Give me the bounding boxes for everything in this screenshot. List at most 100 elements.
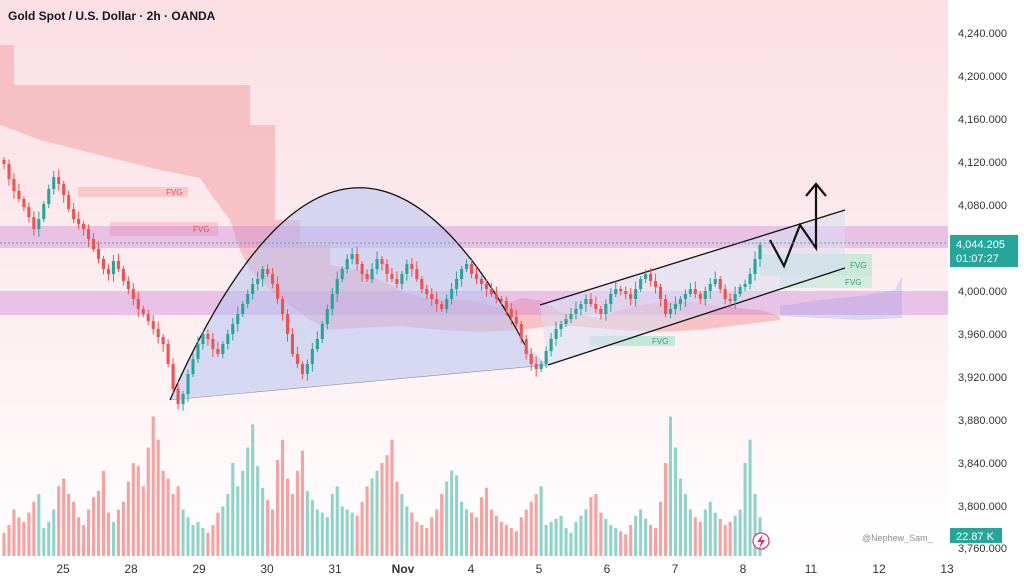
candle-body — [758, 245, 762, 259]
candle-body — [72, 209, 76, 219]
volume-bar — [559, 515, 563, 556]
candle-body — [385, 264, 389, 274]
volume-bar — [295, 470, 299, 556]
candle-body — [639, 279, 643, 289]
volume-bar — [489, 509, 493, 556]
candle-body — [445, 299, 449, 309]
candle-body — [226, 334, 230, 344]
candle-body — [420, 279, 424, 289]
candle-body — [295, 354, 299, 364]
volume-bar — [236, 486, 240, 556]
lightning-icon[interactable] — [752, 532, 770, 550]
candle-body — [261, 269, 265, 279]
volume-bar — [141, 486, 145, 556]
volume-bar — [385, 455, 389, 556]
candle-body — [300, 364, 304, 374]
volume-bar — [390, 439, 394, 556]
candle-body — [673, 304, 677, 309]
volume-bar — [514, 531, 518, 556]
volume-bar — [241, 470, 245, 556]
price-tick: 3,840.000 — [958, 458, 1007, 470]
volume-bar — [320, 512, 324, 556]
candle-body — [77, 219, 81, 224]
volume-bar — [733, 515, 737, 556]
candle-body — [713, 279, 717, 284]
volume-bar — [415, 521, 419, 556]
price-tick: 3,800.000 — [958, 501, 1007, 513]
volume-bar — [136, 466, 140, 556]
candle-body — [589, 299, 593, 304]
volume-bar — [654, 528, 658, 556]
time-axis[interactable]: 25 28 29 30 31 Nov 4 5 6 7 8 11 12 13 — [56, 562, 954, 576]
volume-bar — [668, 416, 673, 556]
time-label: 11 — [805, 562, 818, 576]
candle-body — [355, 254, 359, 264]
current-price-value: 4,044.205 — [956, 239, 1005, 251]
candle-body — [276, 284, 280, 299]
candle-body — [271, 274, 275, 284]
volume-bar — [206, 532, 210, 556]
volume-bar — [350, 512, 354, 556]
candle-body — [574, 309, 578, 314]
candle-body — [708, 284, 712, 291]
volume-bar — [589, 497, 593, 556]
candle-body — [280, 299, 285, 314]
candle-body — [529, 354, 533, 364]
volume-bar — [37, 494, 41, 556]
candle-body — [400, 274, 404, 284]
candle-body — [559, 324, 563, 329]
candle-body — [37, 219, 41, 229]
volume-bar — [22, 521, 26, 556]
ichimoku-cloud — [0, 45, 780, 332]
volume-bar — [261, 487, 265, 556]
volume-bar — [82, 525, 86, 556]
volume-bar — [614, 528, 618, 556]
volume-bar — [718, 518, 722, 556]
volume-bar — [474, 517, 479, 556]
volume-tag — [950, 528, 1002, 543]
volume-bar — [649, 525, 653, 556]
candle-body — [161, 337, 165, 344]
candle-body — [410, 264, 414, 269]
candle-body — [688, 289, 692, 294]
candle-body — [425, 289, 429, 294]
candle-body — [455, 279, 459, 289]
volume-bar — [673, 447, 677, 556]
candle-body — [305, 364, 309, 374]
time-label: 4 — [468, 562, 475, 576]
candle-body — [191, 359, 195, 374]
volume-bar — [146, 447, 150, 556]
volume-bar — [693, 517, 697, 556]
volume-bar — [604, 518, 608, 556]
candle-body — [718, 279, 722, 289]
time-label: 6 — [604, 562, 611, 576]
candle-body — [285, 314, 290, 334]
volume-bar — [32, 501, 36, 556]
candle-body — [91, 239, 96, 249]
channel-lower-line — [547, 267, 846, 366]
volume-bar — [216, 512, 220, 556]
candle-body — [315, 339, 319, 349]
volume-bar — [534, 494, 538, 556]
volume-bar — [271, 509, 275, 556]
candle-body — [549, 339, 553, 351]
candle-body — [42, 204, 46, 219]
volume-bar — [375, 470, 379, 556]
fvg-label-2: FVG — [193, 225, 209, 234]
price-axis[interactable]: 4,240.000 4,200.000 4,160.000 4,120.000 … — [958, 28, 1007, 555]
candle-body — [440, 304, 444, 309]
candle-body — [365, 274, 369, 279]
volume-bar — [713, 512, 717, 556]
candle-body — [658, 287, 663, 299]
volume-bar — [166, 478, 170, 556]
volume-bar — [380, 463, 384, 556]
candle-body — [733, 294, 737, 301]
candle-body — [678, 299, 682, 304]
volume-bar — [285, 478, 290, 556]
candle-body — [494, 294, 498, 299]
candle-body — [460, 269, 464, 279]
volume-bar — [62, 478, 66, 556]
volume-bar — [131, 463, 135, 556]
price-tick: 3,760.000 — [958, 543, 1007, 555]
